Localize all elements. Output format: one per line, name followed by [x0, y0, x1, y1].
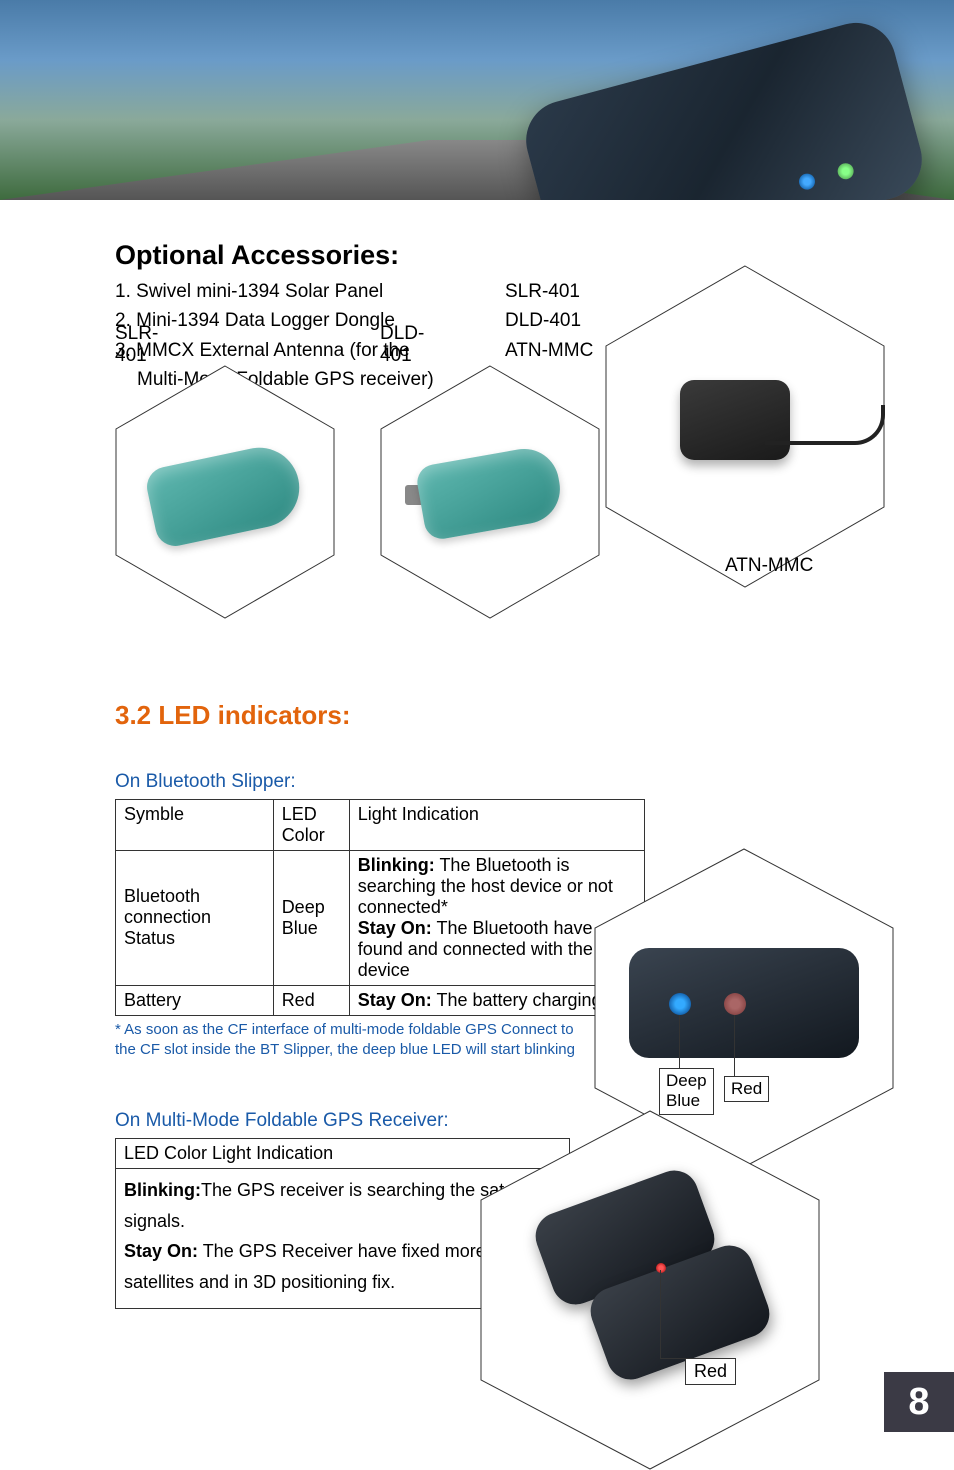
acc-model: SLR-401: [505, 277, 580, 306]
hex-atn: [605, 265, 905, 595]
hero-led-blue: [797, 172, 817, 192]
bt-footnote: * As soon as the CF interface of multi-m…: [115, 1020, 575, 1061]
table-header-row: Symble LED Color Light Indication: [116, 799, 645, 850]
label-blinking: Blinking:: [124, 1180, 201, 1200]
callout-deep-blue: Deep Blue: [659, 1068, 714, 1115]
acc-model: DLD-401: [505, 306, 581, 335]
hero-led-green: [836, 161, 856, 181]
cell-color: Deep Blue: [273, 850, 349, 985]
text-stayon: The battery charging: [432, 990, 602, 1010]
banner-image: [0, 0, 954, 200]
th-indication: Light Indication: [349, 799, 644, 850]
callout-line: [660, 1270, 661, 1358]
cell-color: Red: [273, 985, 349, 1015]
cell-symble: Bluetooth connection Status: [116, 850, 274, 985]
label-stayon: Stay On:: [358, 990, 432, 1010]
label-stayon: Stay On:: [124, 1241, 198, 1261]
section-heading-led: 3.2 LED indicators:: [115, 700, 864, 731]
bt-led-blue-icon: [669, 993, 691, 1015]
label-blinking: Blinking:: [358, 855, 435, 875]
hex-caption-atn: ATN-MMC: [725, 555, 813, 577]
callout-red: Red: [724, 1076, 769, 1102]
hero-gps-device: [517, 14, 931, 200]
accessory-hex-row: SLR-401 DLD-401 ATN-MMC: [115, 335, 864, 655]
th-color: LED Color: [273, 799, 349, 850]
page-number: 8: [884, 1372, 954, 1432]
table-row: Battery Red Stay On: The battery chargin…: [116, 985, 645, 1015]
callout-line: [660, 1358, 685, 1359]
acc-num: 1.: [115, 281, 131, 302]
mm-led-red-icon: [656, 1263, 666, 1273]
acc-desc: Swivel mini-1394 Solar Panel: [136, 281, 383, 302]
mm-receiver-hex: Red: [480, 1110, 820, 1470]
table-row: Bluetooth connection Status Deep Blue Bl…: [116, 850, 645, 985]
label-stayon: Stay On:: [358, 918, 432, 938]
callout-line: [734, 1015, 735, 1076]
cell-symble: Battery: [116, 985, 274, 1015]
callout-mm-red: Red: [685, 1358, 736, 1385]
bt-led-red-icon: [724, 993, 746, 1015]
callout-line: [679, 1015, 680, 1068]
atn-cable-icon: [765, 405, 885, 445]
subheading-bt-slipper: On Bluetooth Slipper:: [115, 771, 864, 793]
acc-desc: Mini-1394 Data Logger Dongle: [136, 310, 395, 331]
th-symble: Symble: [116, 799, 274, 850]
bt-led-table: Symble LED Color Light Indication Blueto…: [115, 799, 645, 1016]
